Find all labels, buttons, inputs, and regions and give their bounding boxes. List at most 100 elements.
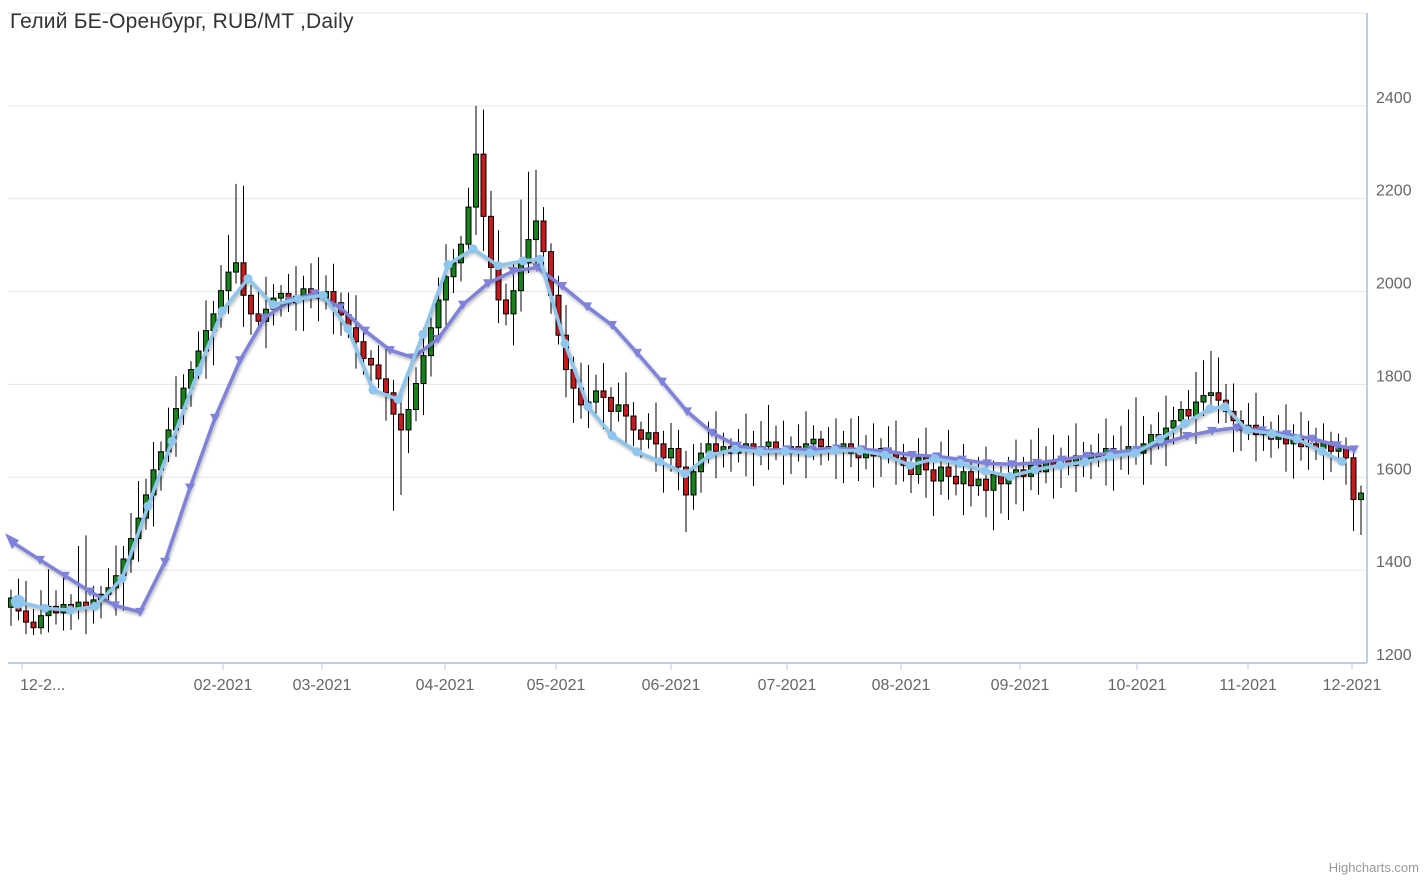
x-axis-label: 02-2021 bbox=[194, 677, 253, 694]
candle-up bbox=[473, 153, 479, 208]
candle-up bbox=[465, 206, 472, 245]
candle-up bbox=[518, 262, 524, 292]
ma_slow-marker bbox=[483, 279, 493, 289]
candle-down bbox=[540, 220, 547, 253]
candle-down bbox=[638, 429, 644, 440]
x-axis-label: 05-2021 bbox=[527, 677, 586, 694]
candle-down bbox=[608, 396, 614, 412]
x-axis-label: 09-2021 bbox=[991, 677, 1050, 694]
candle-down bbox=[713, 443, 719, 452]
ma_slow-marker bbox=[260, 313, 270, 323]
ma_slow-marker bbox=[1057, 455, 1067, 465]
ma_slow-marker bbox=[1207, 426, 1217, 436]
candle-up bbox=[405, 409, 412, 431]
y-axis-label: 1600 bbox=[1376, 461, 1412, 478]
ma_fast-marker bbox=[90, 601, 100, 611]
candle-down bbox=[368, 357, 374, 366]
candle-up bbox=[420, 355, 427, 384]
ma_fast-marker bbox=[1292, 434, 1302, 444]
ma_slow-marker bbox=[1282, 430, 1292, 440]
ma_slow-marker bbox=[110, 601, 120, 611]
ma_fast-marker bbox=[705, 450, 715, 460]
ma_fast-marker bbox=[65, 605, 75, 615]
ma_fast-marker bbox=[243, 274, 253, 284]
candle-down bbox=[953, 475, 959, 485]
candle-down bbox=[600, 390, 607, 398]
ma_slow-marker bbox=[35, 555, 45, 565]
ma_fast-marker bbox=[217, 306, 227, 316]
ma_fast-marker bbox=[1080, 457, 1090, 467]
ma_fast-marker bbox=[1105, 451, 1115, 461]
ma_slow-marker bbox=[85, 587, 95, 597]
ma_fast-marker bbox=[1317, 446, 1327, 456]
ma_fast-marker bbox=[880, 450, 890, 460]
x-axis-label: 12-2... bbox=[20, 677, 65, 694]
x-axis-label: 04-2021 bbox=[416, 677, 475, 694]
ma_fast-marker bbox=[167, 436, 177, 446]
ma_fast-marker bbox=[117, 574, 127, 583]
candle-up bbox=[960, 471, 967, 485]
candle-up bbox=[510, 290, 517, 315]
candle-up bbox=[990, 474, 997, 491]
ma_slow-marker bbox=[360, 326, 370, 336]
ma_fast-marker bbox=[632, 447, 642, 457]
candle-down bbox=[683, 466, 689, 496]
candle-down bbox=[390, 392, 397, 415]
candle-up bbox=[1200, 395, 1207, 403]
candle-down bbox=[248, 294, 254, 315]
candle-down bbox=[818, 438, 824, 448]
candle-down bbox=[923, 457, 929, 471]
x-axis-label: 06-2021 bbox=[642, 677, 701, 694]
credits-link[interactable]: Highcharts.com bbox=[1328, 860, 1419, 875]
ma_fast-marker bbox=[730, 444, 740, 454]
x-axis-label: 12-2021 bbox=[1323, 677, 1382, 694]
ma_fast-marker bbox=[560, 339, 570, 349]
candle-up bbox=[1208, 392, 1214, 397]
candle-up bbox=[615, 404, 622, 412]
ma_fast-marker bbox=[40, 603, 50, 613]
ma_fast-marker bbox=[980, 466, 990, 476]
candle-down bbox=[495, 266, 502, 301]
ma_slow-marker bbox=[632, 348, 642, 358]
y-axis-label: 2400 bbox=[1376, 90, 1412, 107]
ma_slow-marker bbox=[310, 289, 320, 299]
y-axis-label: 1200 bbox=[1376, 647, 1412, 664]
ma_fast-marker bbox=[1267, 429, 1277, 439]
ma_slow-marker bbox=[1232, 423, 1242, 433]
ma_fast-marker bbox=[1005, 471, 1015, 481]
candle-up bbox=[593, 390, 599, 403]
y-axis-label: 1400 bbox=[1376, 554, 1412, 571]
candle-down bbox=[1215, 392, 1222, 401]
ma_fast-marker bbox=[830, 445, 840, 455]
ma_slow-marker bbox=[907, 451, 917, 460]
candle-up bbox=[225, 271, 232, 292]
chart-title: Гелий БЕ-Оренбург, RUB/MT ,Daily bbox=[10, 10, 354, 33]
ma_fast-marker bbox=[418, 329, 428, 339]
candle-up bbox=[1358, 492, 1364, 501]
candle-up bbox=[975, 478, 982, 487]
ma_fast-marker bbox=[583, 402, 593, 412]
x-axis-label: 11-2021 bbox=[1219, 677, 1277, 694]
x-axis-label: 08-2021 bbox=[872, 677, 931, 694]
candle-down bbox=[375, 364, 382, 380]
ma_slow-marker bbox=[433, 334, 443, 344]
ma_fast-marker bbox=[1030, 465, 1040, 475]
candle-down bbox=[503, 299, 509, 315]
ma_slow-marker bbox=[210, 413, 220, 423]
candle-up bbox=[765, 441, 772, 448]
ma_fast-marker bbox=[493, 261, 503, 271]
ma_fast-marker bbox=[855, 446, 865, 456]
ma_slow-marker bbox=[532, 263, 542, 273]
ma_fast-marker bbox=[443, 260, 453, 270]
candle-up bbox=[938, 466, 944, 482]
candle-up bbox=[233, 262, 239, 273]
ma_slow-start-arrow bbox=[5, 533, 19, 550]
ma_fast-marker bbox=[655, 457, 665, 466]
candle-down bbox=[360, 341, 367, 359]
candle-down bbox=[383, 378, 389, 394]
ma_slow-marker bbox=[60, 571, 70, 581]
ma_slow-marker bbox=[1332, 441, 1342, 451]
candle-up bbox=[690, 471, 697, 496]
ma_fast-marker bbox=[318, 290, 328, 300]
